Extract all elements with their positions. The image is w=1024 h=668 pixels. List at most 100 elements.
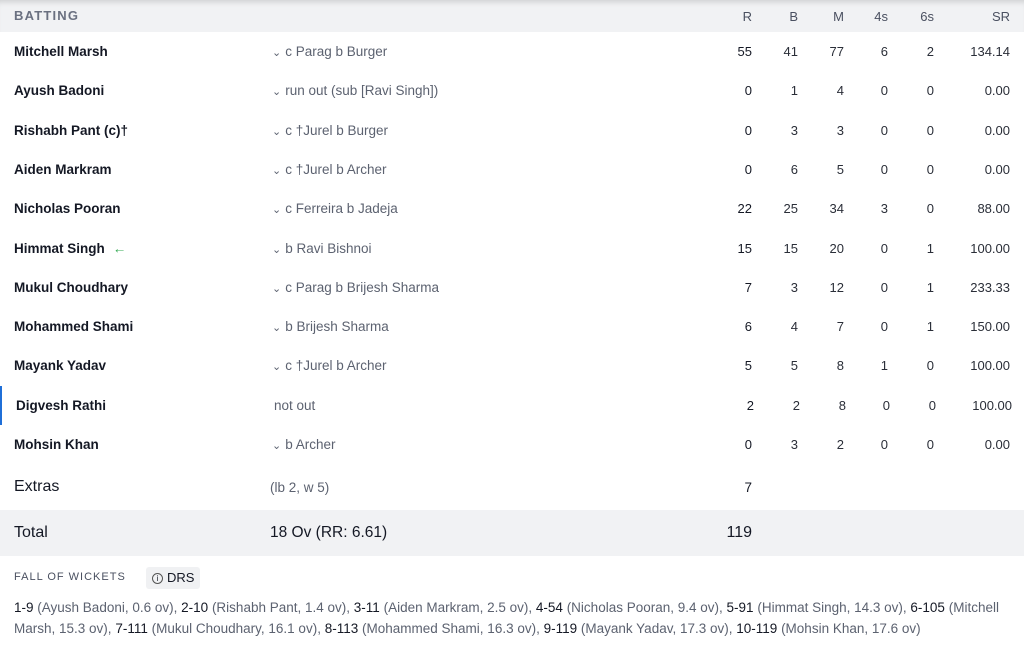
extras-label: Extras (14, 478, 60, 495)
batter-name[interactable]: Mayank Yadav (14, 358, 106, 373)
fours: 0 (880, 122, 888, 138)
strike-rate: 100.00 (972, 397, 1012, 413)
chevron-down-icon[interactable]: ⌄ (272, 361, 282, 374)
chevron-down-icon[interactable]: ⌄ (272, 125, 282, 138)
minutes: 20 (829, 240, 844, 256)
batter-name[interactable]: Mohsin Khan (14, 437, 99, 452)
fow-detail: (Ayush Badoni, 0.6 ov) (37, 600, 174, 615)
batter-name[interactable]: Mitchell Marsh (14, 44, 108, 59)
fow-score: 9-119 (543, 621, 578, 636)
batter-name-text: Mayank Yadav (14, 358, 107, 374)
strike-rate: 0.00 (984, 161, 1010, 177)
fours: 3 (880, 201, 888, 217)
extras-detail: (lb 2, w 5) (270, 480, 330, 495)
sixes: 2 (926, 44, 934, 59)
fours: 0 (880, 240, 888, 256)
batter-name[interactable]: Aiden Markram (14, 162, 112, 177)
dismissal[interactable]: ⌄ c †Jurel b Burger (272, 123, 388, 138)
dismissal[interactable]: ⌄ b Ravi Bishnoi (272, 241, 372, 256)
batter-row[interactable]: Mohammed Shami ⌄ b Brijesh Sharma 6 4 7 0… (0, 307, 1024, 346)
chevron-down-icon[interactable]: ⌄ (272, 86, 282, 99)
batter-row[interactable]: Nicholas Pooran ⌄ c Ferreira b Jadeja 22 … (0, 189, 1024, 228)
sixes: 1 (926, 319, 934, 335)
dismissal-text: not out (274, 397, 316, 413)
info-icon: i (152, 573, 163, 584)
fow-score: 10-119 (736, 621, 778, 636)
batter-name-text: Rishabh Pant (c)† (14, 122, 129, 138)
strike-rate: 134.14 (970, 44, 1010, 59)
batter-name-text: Himmat Singh (14, 240, 105, 256)
fow-score: 8-113 (324, 621, 359, 636)
batter-row[interactable]: Mitchell Marsh ⌄ c Parag b Burger 55 41 7… (0, 32, 1024, 71)
dismissal[interactable]: ⌄ c Parag b Brijesh Sharma (272, 280, 439, 295)
runs: 55 (737, 44, 752, 59)
dismissal[interactable]: ⌄ c †Jurel b Archer (272, 358, 387, 373)
batter-row[interactable]: Mukul Choudhary ⌄ c Parag b Brijesh Sharm… (0, 268, 1024, 307)
fow-score: 1-9 (14, 600, 34, 615)
dismissal[interactable]: ⌄ c Ferreira b Jadeja (272, 201, 398, 216)
col-minutes: M (833, 9, 844, 24)
batter-row[interactable]: Digvesh Rathi not out 2 2 8 0 0 100.00 (0, 385, 1024, 425)
fours: 1 (880, 358, 888, 374)
impact-sub-arrow-icon: ← (112, 240, 127, 256)
batter-name-text: Digvesh Rathi (16, 397, 107, 413)
strike-rate: 0.00 (984, 437, 1010, 452)
batter-name[interactable]: Nicholas Pooran (14, 201, 121, 216)
batter-name[interactable]: Rishabh Pant (c)† (14, 123, 128, 138)
batter-name-text: Mitchell Marsh (14, 44, 108, 59)
batter-name-text: Mohsin Khan (14, 437, 99, 452)
dismissal[interactable]: ⌄ c Parag b Burger (272, 44, 387, 59)
strike-rate: 100.00 (970, 240, 1010, 256)
dismissal[interactable]: ⌄ c †Jurel b Archer (272, 162, 387, 177)
minutes: 34 (829, 201, 844, 217)
batter-row[interactable]: Mohsin Khan ⌄ b Archer 0 3 2 0 0 0.00 (0, 425, 1024, 464)
minutes: 3 (836, 122, 844, 138)
batter-name-text: Ayush Badoni (14, 83, 105, 99)
strike-rate: 150.00 (970, 319, 1010, 335)
runs: 0 (744, 122, 752, 138)
fow-item: 2-10 (Rishabh Pant, 1.4 ov), (181, 600, 354, 615)
chevron-down-icon[interactable]: ⌄ (272, 47, 282, 59)
batting-label: BATTING (14, 8, 80, 23)
minutes: 77 (829, 44, 844, 59)
fours: 0 (880, 279, 888, 295)
fow-detail: (Aiden Markram, 2.5 ov) (383, 600, 529, 615)
dismissal-text: run out (sub [Ravi Singh]) (285, 83, 439, 99)
fall-of-wickets-heading: FALL OF WICKETS (14, 571, 126, 583)
fow-item: 6-105 (Mitchell Marsh, 15.3 ov), (14, 600, 999, 636)
extras-row: Extras (lb 2, w 5) 7 (0, 470, 1024, 504)
chevron-down-icon[interactable]: ⌄ (272, 243, 282, 256)
batter-name[interactable]: Digvesh Rathi (16, 398, 106, 413)
strike-rate: 100.00 (970, 358, 1010, 374)
dismissal[interactable]: ⌄ run out (sub [Ravi Singh]) (272, 83, 438, 98)
fours: 0 (882, 397, 890, 413)
strike-rate: 88.00 (977, 201, 1010, 217)
fow-detail: (Mohammed Shami, 16.3 ov) (362, 621, 537, 636)
dismissal: not out (274, 398, 315, 413)
fow-score: 6-105 (910, 600, 945, 615)
batter-row[interactable]: Mayank Yadav ⌄ c †Jurel b Archer 5 5 8 1 … (0, 346, 1024, 385)
chevron-down-icon[interactable]: ⌄ (272, 164, 282, 177)
chevron-down-icon[interactable]: ⌄ (272, 282, 282, 295)
batter-name[interactable]: Ayush Badoni (14, 83, 104, 98)
batter-name[interactable]: Mukul Choudhary (14, 280, 128, 295)
minutes: 8 (836, 358, 844, 374)
dismissal[interactable]: ⌄ b Brijesh Sharma (272, 319, 389, 334)
chevron-down-icon[interactable]: ⌄ (272, 322, 282, 335)
batter-row[interactable]: Rishabh Pant (c)† ⌄ c †Jurel b Burger 0 3… (0, 111, 1024, 150)
runs: 0 (744, 437, 752, 452)
dismissal[interactable]: ⌄ b Archer (272, 437, 336, 452)
balls: 2 (792, 397, 800, 413)
fow-detail: (Mukul Choudhary, 16.1 ov) (151, 621, 318, 636)
drs-button[interactable]: i DRS (146, 567, 201, 589)
batter-name[interactable]: Himmat Singh ← (14, 241, 126, 256)
batter-row[interactable]: Ayush Badoni ⌄ run out (sub [Ravi Singh])… (0, 71, 1024, 110)
chevron-down-icon[interactable]: ⌄ (272, 440, 282, 452)
batter-row[interactable]: Aiden Markram ⌄ c †Jurel b Archer 0 6 5 0… (0, 150, 1024, 189)
runs: 6 (744, 319, 752, 335)
chevron-down-icon[interactable]: ⌄ (272, 204, 282, 217)
balls: 3 (790, 279, 798, 295)
batter-name[interactable]: Mohammed Shami (14, 319, 133, 334)
dismissal-text: c †Jurel b Archer (285, 161, 387, 177)
batter-row[interactable]: Himmat Singh ← ⌄ b Ravi Bishnoi 15 15 20 0… (0, 229, 1024, 268)
